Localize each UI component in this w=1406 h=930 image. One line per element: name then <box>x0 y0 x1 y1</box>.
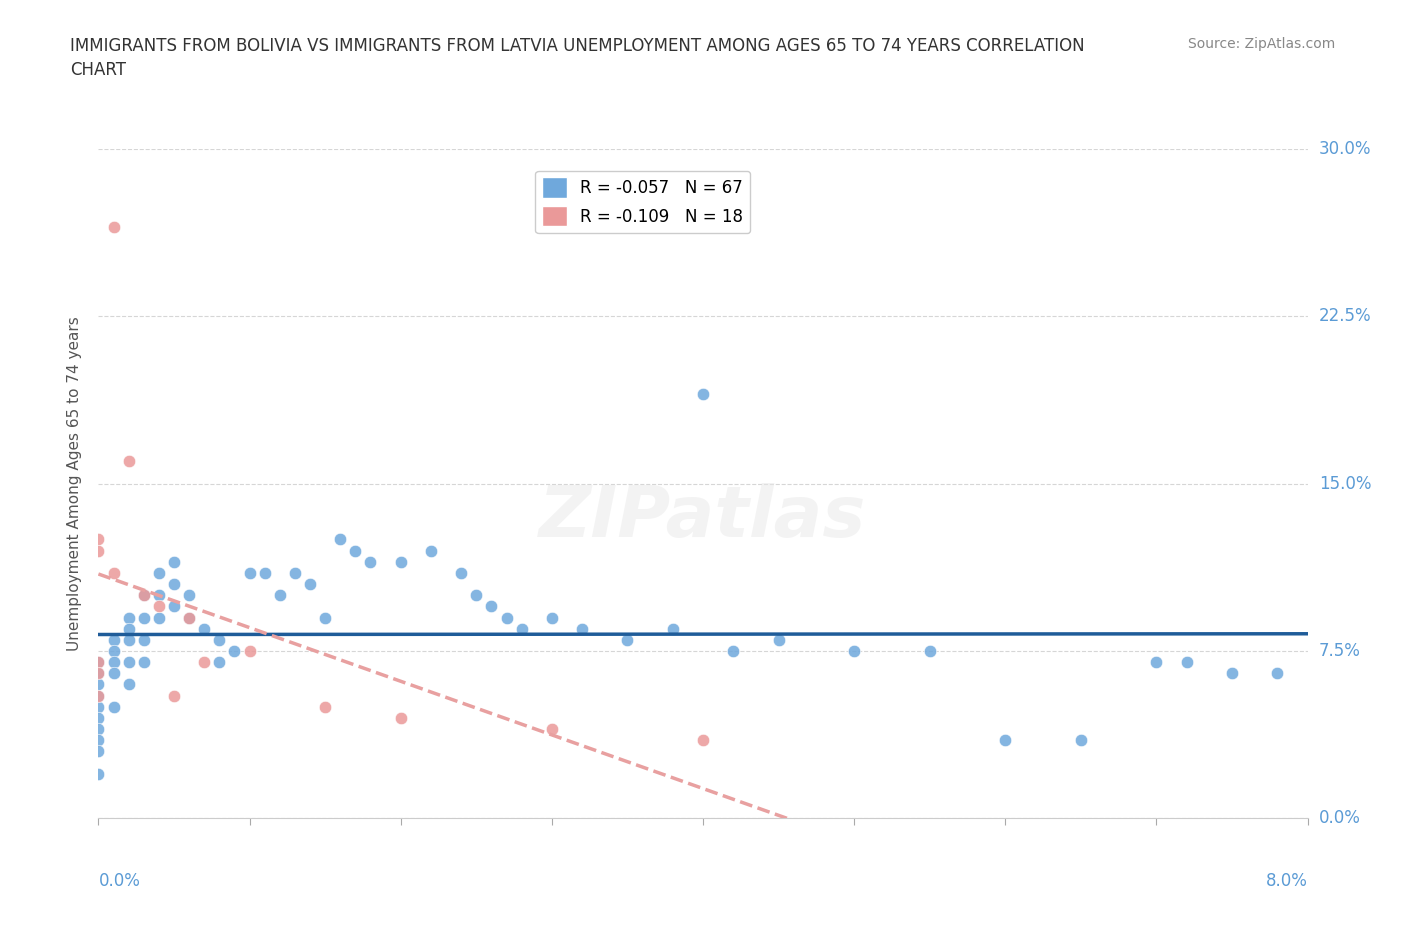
Point <box>87 699 110 714</box>
Text: 0.0%: 0.0% <box>1319 809 1361 828</box>
Point <box>163 688 186 703</box>
Point <box>723 644 745 658</box>
Point <box>918 644 941 658</box>
Point <box>87 688 110 703</box>
Point <box>314 699 336 714</box>
Point <box>118 655 141 670</box>
Point <box>1265 666 1288 681</box>
Text: 30.0%: 30.0% <box>1319 140 1371 158</box>
Point <box>87 543 110 558</box>
Point <box>87 744 110 759</box>
Point <box>87 677 110 692</box>
Point <box>87 711 110 725</box>
Point <box>103 632 125 647</box>
Point <box>87 666 110 681</box>
Point <box>465 588 488 603</box>
Point <box>389 554 412 569</box>
Point <box>253 565 276 580</box>
Point <box>103 644 125 658</box>
Point <box>132 588 155 603</box>
Point <box>87 733 110 748</box>
Text: 22.5%: 22.5% <box>1319 307 1371 326</box>
Point <box>540 610 562 625</box>
Point <box>103 219 125 234</box>
Point <box>118 632 141 647</box>
Point <box>1144 655 1167 670</box>
Point <box>118 621 141 636</box>
Point <box>177 610 201 625</box>
Point <box>177 588 201 603</box>
Point <box>193 621 215 636</box>
Point <box>692 733 714 748</box>
Text: IMMIGRANTS FROM BOLIVIA VS IMMIGRANTS FROM LATVIA UNEMPLOYMENT AMONG AGES 65 TO : IMMIGRANTS FROM BOLIVIA VS IMMIGRANTS FR… <box>70 37 1085 79</box>
Text: 8.0%: 8.0% <box>1265 872 1308 890</box>
Point <box>239 644 262 658</box>
Point <box>118 677 141 692</box>
Point <box>118 610 141 625</box>
Point <box>103 666 125 681</box>
Point <box>1175 655 1198 670</box>
Point <box>450 565 472 580</box>
Point <box>329 532 352 547</box>
Point <box>389 711 412 725</box>
Point <box>87 688 110 703</box>
Point <box>87 722 110 737</box>
Point <box>692 387 714 402</box>
Y-axis label: Unemployment Among Ages 65 to 74 years: Unemployment Among Ages 65 to 74 years <box>67 316 83 651</box>
Point <box>239 565 262 580</box>
Point <box>208 655 231 670</box>
Point <box>1070 733 1092 748</box>
Point <box>87 532 110 547</box>
Point <box>103 655 125 670</box>
Point <box>481 599 503 614</box>
Text: 0.0%: 0.0% <box>98 872 141 890</box>
Point <box>193 655 215 670</box>
Point <box>208 632 231 647</box>
Point <box>360 554 382 569</box>
Text: 15.0%: 15.0% <box>1319 474 1371 493</box>
Point <box>298 577 321 591</box>
Point <box>1220 666 1243 681</box>
Point <box>269 588 291 603</box>
Point <box>661 621 683 636</box>
Point <box>163 577 186 591</box>
Text: Source: ZipAtlas.com: Source: ZipAtlas.com <box>1188 37 1336 51</box>
Point <box>132 655 155 670</box>
Point <box>616 632 638 647</box>
Legend: R = -0.057   N = 67, R = -0.109   N = 18: R = -0.057 N = 67, R = -0.109 N = 18 <box>536 170 749 232</box>
Point <box>148 565 170 580</box>
Point <box>148 588 170 603</box>
Point <box>284 565 307 580</box>
Point <box>132 632 155 647</box>
Point <box>148 610 170 625</box>
Point <box>420 543 443 558</box>
Point <box>87 666 110 681</box>
Point <box>132 588 155 603</box>
Point <box>510 621 533 636</box>
Point <box>87 766 110 781</box>
Point <box>148 599 170 614</box>
Point <box>103 699 125 714</box>
Text: 7.5%: 7.5% <box>1319 642 1361 660</box>
Point <box>844 644 866 658</box>
Point <box>224 644 246 658</box>
Point <box>118 454 141 469</box>
Point <box>344 543 367 558</box>
Point <box>540 722 562 737</box>
Point <box>87 655 110 670</box>
Point <box>314 610 336 625</box>
Point <box>103 565 125 580</box>
Point <box>571 621 593 636</box>
Point <box>87 655 110 670</box>
Point <box>163 554 186 569</box>
Point <box>994 733 1017 748</box>
Point <box>495 610 517 625</box>
Point <box>768 632 790 647</box>
Point <box>132 610 155 625</box>
Point <box>177 610 201 625</box>
Text: ZIPatlas: ZIPatlas <box>540 483 866 551</box>
Point <box>163 599 186 614</box>
